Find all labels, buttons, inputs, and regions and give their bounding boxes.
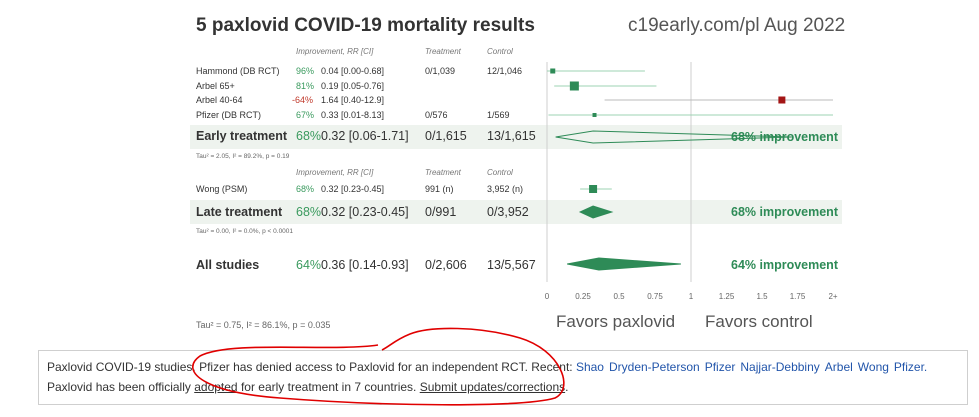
late-summary-band [190, 200, 842, 224]
summary-treatment: 0/1,615 [425, 129, 467, 143]
study-name: Pfizer (DB RCT) [196, 110, 261, 120]
header-treatment-late: Treatment [425, 168, 461, 177]
point-marker [778, 96, 786, 104]
source-label: c19early.com/pl Aug 2022 [628, 15, 846, 36]
notice-line-2: Paxlovid has been officially adopted for… [47, 377, 959, 397]
study-pct: 96% [296, 66, 315, 76]
header-improvement-late: Improvement, RR [CI] [296, 168, 374, 177]
study-treatment: 0/576 [425, 110, 448, 120]
point-marker [589, 185, 598, 193]
study-pct: -64% [292, 95, 314, 105]
study-name: Arbel 65+ [196, 81, 235, 91]
summary-control: 0/3,952 [487, 205, 529, 219]
summary-control: 13/5,567 [487, 258, 536, 272]
study-pct: 81% [296, 81, 315, 91]
recent-link-dryden-peterson[interactable]: Dryden-Peterson [608, 360, 700, 374]
summary-treatment: 0/991 [425, 205, 457, 219]
summary-improvement: 64% improvement [731, 258, 838, 272]
chart-title: 5 paxlovid COVID-19 mortality results [196, 15, 535, 36]
study-pct: 68% [296, 184, 315, 194]
study-pct: 67% [296, 110, 315, 120]
summary-diamond [567, 257, 681, 271]
study-rr: 0.04 [0.00-0.68] [321, 66, 385, 76]
summary-rr: 0.36 [0.14-0.93] [321, 258, 409, 272]
study-name: Hammond (DB RCT) [196, 66, 280, 76]
summary-name: All studies [196, 258, 260, 272]
submit-updates-link[interactable]: Submit updates/corrections [419, 380, 566, 394]
header-control: Control [487, 47, 513, 56]
study-rr: 0.32 [0.23-0.45] [321, 184, 385, 194]
axis-tick-label: 0.25 [575, 292, 591, 301]
study-name: Wong (PSM) [196, 184, 248, 194]
study-control: 3,952 (n) [487, 184, 524, 194]
summary-improvement: 68% improvement [731, 205, 838, 219]
summary-diamond [555, 130, 792, 144]
favors-left-label: Favors paxlovid [556, 312, 676, 331]
axis-tick-label: 2+ [828, 292, 837, 301]
recent-link-arbel[interactable]: Arbel [824, 360, 853, 374]
axis-tick-label: 0.5 [613, 292, 625, 301]
study-control: 12/1,046 [487, 66, 523, 76]
notice-period: . [565, 380, 569, 394]
recent-link-najjar-debbiny[interactable]: Najjar-Debbiny [740, 360, 820, 374]
study-name: Arbel 40-64 [196, 95, 243, 105]
header-control-late: Control [487, 168, 513, 177]
summary-control: 13/1,615 [487, 129, 536, 143]
notice-box: Paxlovid COVID-19 studies. Pfizer has de… [38, 350, 968, 405]
tau-all: Tau² = 0.75, I² = 86.1%, p = 0.035 [196, 320, 331, 330]
header-treatment: Treatment [425, 47, 461, 56]
adopted-link[interactable]: adopted [194, 380, 238, 394]
axis-tick-label: 0 [545, 292, 550, 301]
summary-diamond [578, 205, 614, 219]
header-improvement: Improvement, RR [CI] [296, 47, 374, 56]
point-marker [592, 113, 597, 117]
summary-pct: 68% [296, 205, 322, 219]
axis-tick-label: 1.25 [719, 292, 735, 301]
summary-treatment: 0/2,606 [425, 258, 467, 272]
summary-rr: 0.32 [0.23-0.45] [321, 205, 409, 219]
notice-text: Paxlovid has been officially [47, 380, 191, 394]
axis-tick-label: 1.75 [790, 292, 806, 301]
summary-name: Late treatment [196, 205, 283, 219]
study-rr: 0.33 [0.01-8.13] [321, 110, 385, 120]
early-summary-band [190, 125, 842, 149]
point-marker [569, 81, 579, 91]
axis-tick-label: 0.75 [647, 292, 663, 301]
study-rr: 1.64 [0.40-12.9] [321, 95, 385, 105]
study-control: 1/569 [487, 110, 510, 120]
notice-line-1: Paxlovid COVID-19 studies. Pfizer has de… [47, 357, 959, 377]
tau-late: Tau² = 0.00, I² = 0.0%, p < 0.0001 [196, 228, 294, 235]
point-marker [550, 68, 556, 74]
recent-link-shao[interactable]: Shao [575, 360, 604, 374]
tau-early: Tau² = 2.05, I² = 89.2%, p = 0.19 [196, 153, 290, 160]
favors-right-label: Favors control [705, 312, 813, 331]
study-rr: 0.19 [0.05-0.76] [321, 81, 385, 91]
notice-text: for early treatment in 7 countries. [240, 380, 417, 394]
recent-link-pfizer-2[interactable]: Pfizer. [893, 360, 928, 374]
notice-text: Paxlovid COVID-19 studies. Pfizer has de… [47, 360, 573, 374]
study-treatment: 0/1,039 [425, 66, 456, 76]
study-treatment: 991 (n) [425, 184, 454, 194]
axis-tick-label: 1 [689, 292, 694, 301]
summary-rr: 0.32 [0.06-1.71] [321, 129, 409, 143]
recent-link-pfizer[interactable]: Pfizer [704, 360, 736, 374]
summary-name: Early treatment [196, 129, 288, 143]
recent-link-wong[interactable]: Wong [857, 360, 889, 374]
axis-tick-label: 1.5 [756, 292, 768, 301]
summary-pct: 64% [296, 258, 322, 272]
summary-pct: 68% [296, 129, 322, 143]
